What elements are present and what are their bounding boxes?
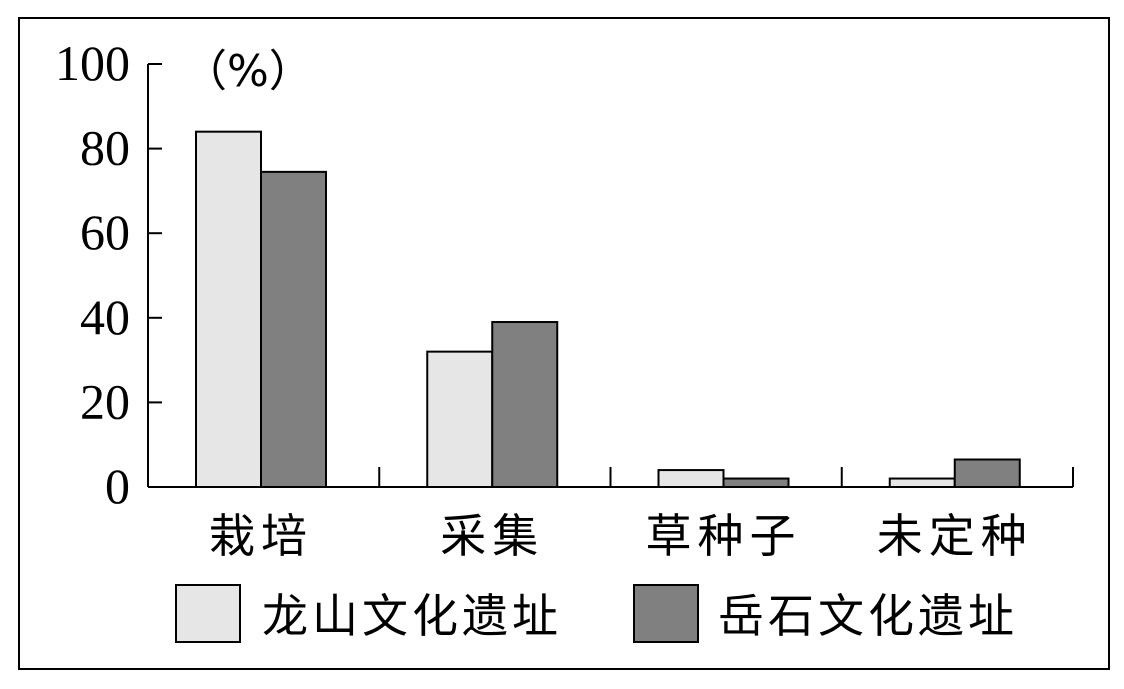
bars xyxy=(195,130,1021,489)
legend-swatch xyxy=(175,584,241,643)
bar-3-1 xyxy=(953,458,1021,489)
y-axis: 0 20 40 60 80 100 xyxy=(55,35,162,514)
bar-2-1 xyxy=(722,477,790,489)
bar-0-0 xyxy=(195,130,262,488)
x-category-label: 未定种 xyxy=(877,509,1033,563)
bar-2-0 xyxy=(657,469,725,488)
x-category-label: 采集 xyxy=(440,509,544,563)
x-category-label: 草种子 xyxy=(646,509,802,563)
bar-1-0 xyxy=(426,350,494,489)
y-tick-label: 20 xyxy=(80,373,130,429)
y-tick-label: 0 xyxy=(105,458,130,514)
bar-3-0 xyxy=(888,477,956,489)
legend: 龙山文化遗址 岳石文化遗址 xyxy=(175,584,1018,643)
x-axis: 栽培 采集 草种子 未定种 xyxy=(148,467,1074,563)
bar-0-1 xyxy=(260,170,327,489)
legend-label: 岳石文化遗址 xyxy=(718,589,1018,643)
y-tick-label: 60 xyxy=(80,204,130,260)
y-tick-label: 80 xyxy=(80,120,130,176)
legend-swatch xyxy=(633,584,699,643)
frame xyxy=(18,17,1110,670)
legend-label: 龙山文化遗址 xyxy=(262,589,562,643)
x-category-label: 栽培 xyxy=(209,509,313,563)
y-tick-label: 40 xyxy=(80,289,130,345)
y-tick-label: 100 xyxy=(55,35,130,91)
unit-label: （%） xyxy=(183,46,313,97)
bar-1-1 xyxy=(491,321,559,488)
